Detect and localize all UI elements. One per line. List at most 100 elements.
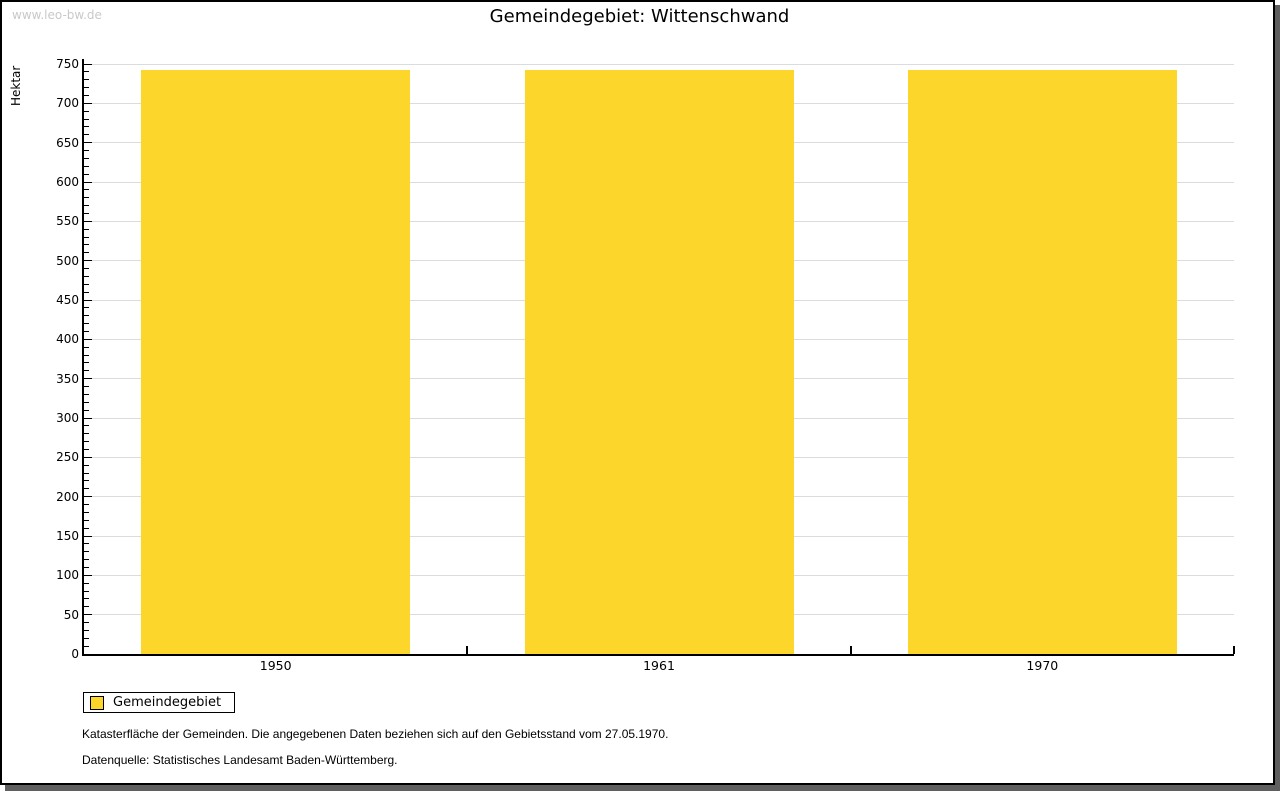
x-tick-label: 1961 (643, 658, 675, 673)
y-tick-major (84, 102, 92, 104)
y-tick-minor (84, 150, 89, 152)
y-tick-minor (84, 307, 89, 309)
legend: Gemeindegebiet (83, 692, 235, 713)
y-tick-minor (84, 244, 89, 246)
y-tick-minor (84, 559, 89, 561)
y-tick-minor (84, 362, 89, 364)
y-tick-minor (84, 330, 89, 332)
y-tick-label: 300 (56, 411, 79, 425)
y-tick-minor (84, 268, 89, 270)
y-tick-minor (84, 622, 89, 624)
frame-shadow-bottom (5, 785, 1280, 791)
y-tick-minor (84, 126, 89, 128)
y-tick-label: 600 (56, 175, 79, 189)
y-tick-label: 450 (56, 293, 79, 307)
y-tick-minor (84, 236, 89, 238)
y-tick-minor (84, 275, 89, 277)
y-tick-minor (84, 189, 89, 191)
y-tick-minor (84, 551, 89, 553)
footnote-data-source: Datenquelle: Statistisches Landesamt Bad… (82, 753, 398, 767)
y-gridline (84, 63, 1234, 65)
y-tick-minor (84, 71, 89, 73)
y-tick-minor (84, 566, 89, 568)
y-tick-minor (84, 197, 89, 199)
legend-swatch (90, 695, 104, 710)
y-tick-label: 50 (63, 607, 79, 622)
y-tick-major (84, 142, 92, 144)
y-tick-minor (84, 323, 89, 325)
y-tick-minor (84, 228, 89, 230)
y-tick-minor (84, 393, 89, 395)
y-tick-minor (84, 590, 89, 592)
y-tick-label: 650 (56, 135, 79, 150)
y-tick-minor (84, 370, 89, 372)
y-tick-minor (84, 79, 89, 81)
y-tick-minor (84, 441, 89, 443)
y-tick-minor (84, 606, 89, 608)
y-tick-major (84, 574, 92, 576)
y-tick-minor (84, 488, 89, 490)
y-tick-minor (84, 637, 89, 639)
y-tick-label: 400 (56, 332, 79, 347)
y-tick-label: 100 (56, 568, 79, 583)
y-tick-minor (84, 401, 89, 403)
y-tick-minor (84, 354, 89, 356)
y-tick-major (84, 417, 92, 419)
y-tick-major (84, 614, 92, 616)
y-tick-major (84, 181, 92, 183)
y-tick-minor (84, 433, 89, 435)
y-tick-minor (84, 409, 89, 411)
y-tick-major (84, 496, 92, 498)
bar (524, 69, 794, 654)
y-tick-minor (84, 504, 89, 506)
y-tick-minor (84, 464, 89, 466)
y-tick-major (84, 456, 92, 458)
x-tick-label: 1970 (1026, 658, 1059, 673)
y-tick-minor (84, 110, 89, 112)
y-tick-minor (84, 173, 89, 175)
y-tick-label: 750 (56, 57, 79, 71)
y-tick-minor (84, 346, 89, 348)
y-tick-minor (84, 291, 89, 293)
watermark-link[interactable]: www.leo-bw.de (12, 8, 102, 22)
x-tick (466, 646, 469, 654)
y-tick-minor (84, 386, 89, 388)
y-tick-minor (84, 94, 89, 96)
y-tick-minor (84, 472, 89, 474)
y-tick-minor (84, 480, 89, 482)
y-tick-minor (84, 598, 89, 600)
y-tick-minor (84, 629, 89, 631)
y-tick-minor (84, 205, 89, 207)
y-tick-label: 0 (71, 647, 79, 661)
y-tick-minor (84, 134, 89, 136)
y-tick-minor (84, 283, 89, 285)
y-tick-label: 550 (56, 214, 79, 229)
y-tick-label: 350 (56, 371, 79, 386)
footnote-source-note: Katasterfläche der Gemeinden. Die angege… (82, 727, 669, 741)
legend-label: Gemeindegebiet (113, 695, 222, 710)
y-tick-minor (84, 645, 89, 647)
y-tick-minor (84, 425, 89, 427)
y-tick-minor (84, 315, 89, 317)
bar (907, 69, 1177, 654)
y-tick-major (84, 220, 92, 222)
chart-title: Gemeindegebiet: Wittenschwand (489, 6, 790, 27)
y-tick-major (84, 535, 92, 537)
y-tick-major (84, 63, 92, 65)
y-tick-label: 500 (56, 253, 79, 268)
y-tick-minor (84, 252, 89, 254)
y-tick-minor (84, 519, 89, 521)
y-tick-major (84, 299, 92, 301)
bar (141, 69, 411, 654)
y-tick-minor (84, 87, 89, 89)
y-tick-minor (84, 582, 89, 584)
y-tick-label: 250 (56, 450, 79, 465)
y-tick-minor (84, 212, 89, 214)
y-tick-minor (84, 511, 89, 513)
x-tick-label: 1950 (259, 658, 292, 673)
y-tick-minor (84, 543, 89, 545)
y-tick-major (84, 378, 92, 380)
